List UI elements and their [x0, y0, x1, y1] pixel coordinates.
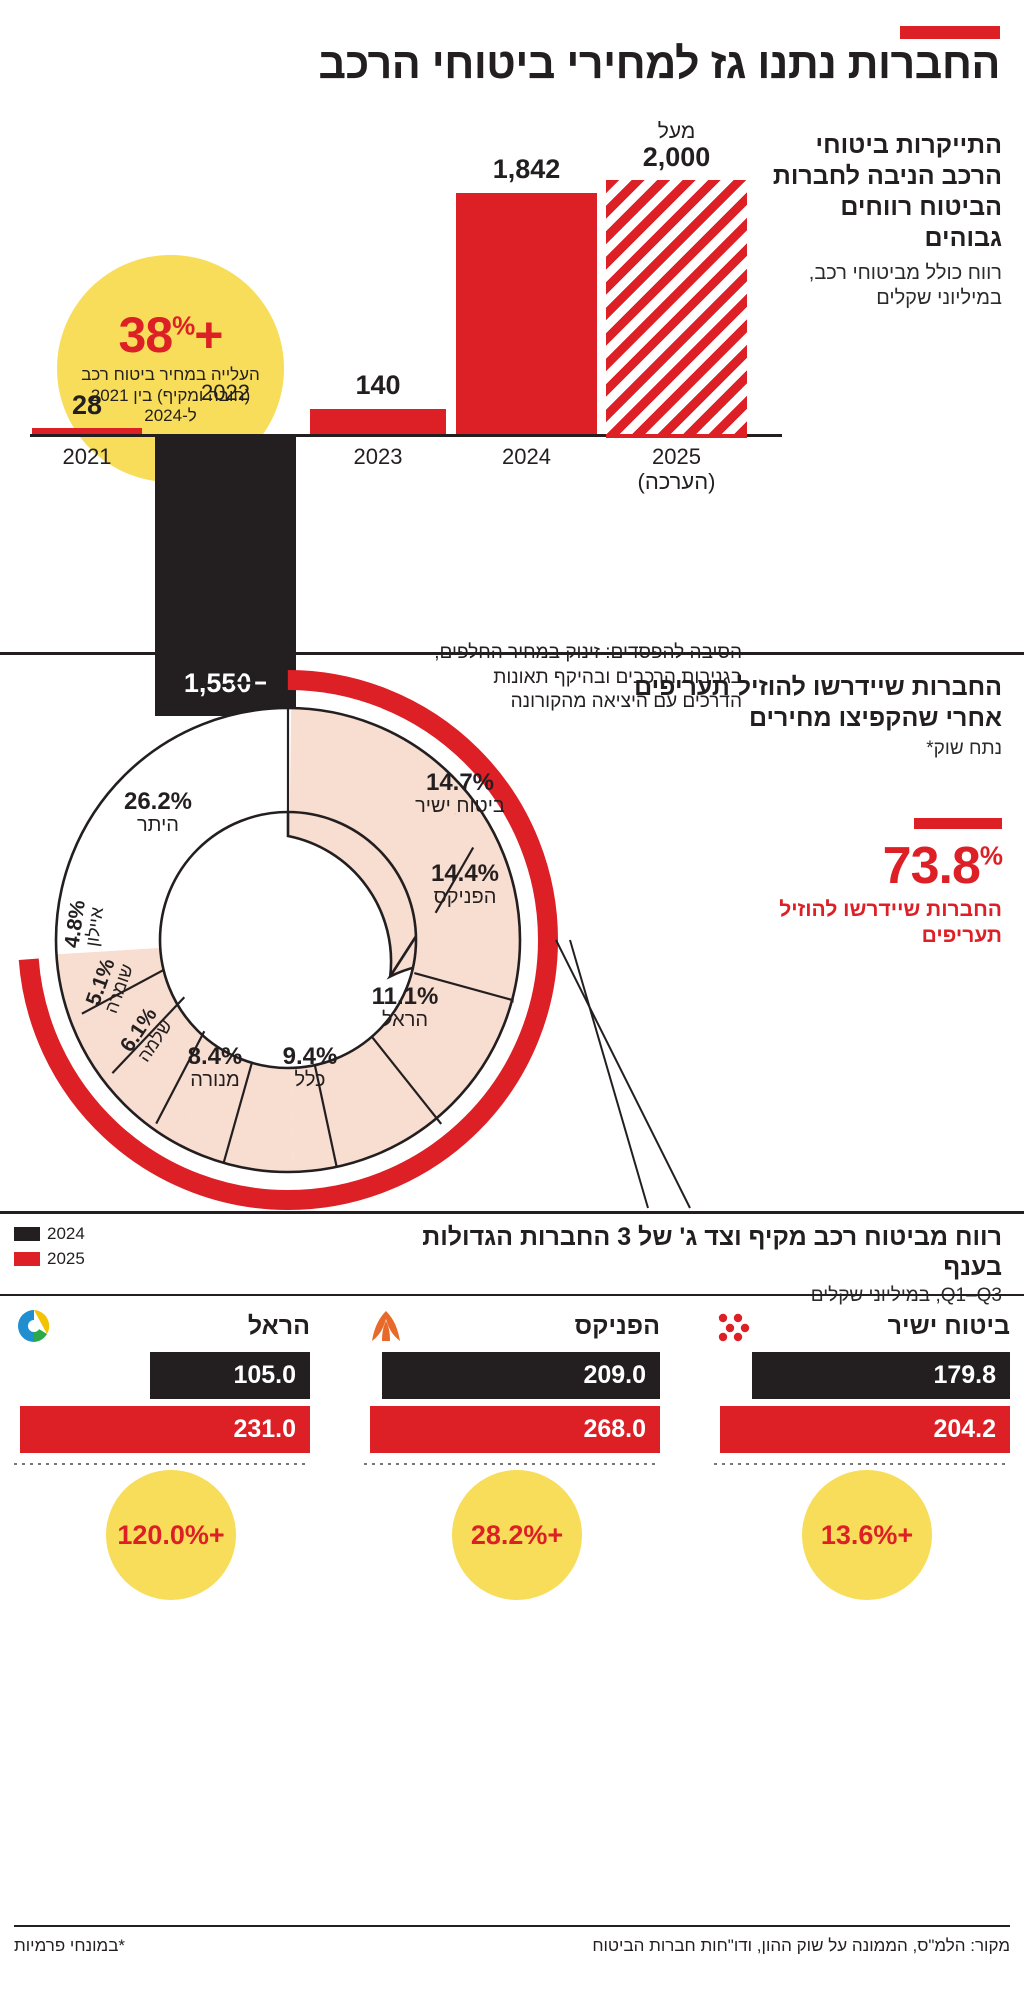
company-bar-2024-phoenix: 209.0 [364, 1352, 660, 1399]
company-name-harel: הראל [247, 1311, 310, 1340]
companies-legend: 2024 2025 [14, 1224, 174, 1274]
bar-tick-2023: 2023 [353, 444, 403, 469]
market-share-heading: החברות שיידרשו להוזיל תעריפים אחרי שהקפי… [634, 673, 1002, 732]
page-title: החברות נתנו גז למחירי ביטוחי הרכב [318, 40, 1000, 88]
bar-2024 [456, 193, 597, 434]
market-share-header: החברות שיידרשו להוזיל תעריפים אחרי שהקפי… [632, 672, 1002, 760]
bar-tick-2025: 2025 (הערכה) [596, 444, 757, 495]
company-bar-2025-phoenix: 268.0 [364, 1406, 660, 1453]
kpi-value: 73.8% [882, 837, 1003, 895]
legend-item-2025: 2025 [14, 1249, 174, 1269]
legend-item-2024: 2024 [14, 1224, 174, 1244]
market-share-donut-chart [18, 670, 558, 1210]
company-value-2025-phoenix: 268.0 [583, 1415, 646, 1443]
company-change-phoenix: +28.2% [470, 1519, 564, 1550]
bar-tick-2024: 2024 [502, 444, 551, 469]
donut-label-phoenix: 14.4% הפניקס [430, 860, 500, 909]
market-share-subheading: נתח שוק* [926, 738, 1002, 759]
donut-label-bituach-yashir: 14.7% ביטוח ישיר [415, 769, 505, 818]
donut-dividers [81, 708, 513, 1168]
profit-chart-header: התייקרות ביטוחי הרכב הניבה לחברות הביטוח… [762, 130, 1002, 311]
bar-2023 [310, 409, 446, 434]
donut-label-other: 26.2% היתר [123, 788, 193, 837]
company-head-bituach-yashir: ביטוח ישיר [714, 1300, 1010, 1352]
company-value-2025-harel: 231.0 [233, 1415, 296, 1443]
price-increase-caption: העלייה במחיר ביטוח רכב (חובה ומקיף) בין … [81, 364, 260, 426]
bar-value-2023: 140 [355, 370, 401, 400]
bar-value-2021: 28 [71, 390, 103, 420]
company-bar-2024-fill [382, 1352, 660, 1399]
bar-estimate-prefix-2025: מעל [657, 120, 696, 143]
bar-2022 [155, 436, 296, 716]
company-head-harel: הראל [14, 1300, 310, 1352]
company-bar-2025-fill [370, 1406, 660, 1453]
company-card-bituach-yashir: ביטוח ישיר 179.8 204.2 [714, 1300, 1010, 1465]
company-name-phoenix: הפניקס [574, 1311, 660, 1340]
kpi-pointer-lines [555, 939, 691, 1209]
bar-2021 [32, 428, 142, 434]
bar-tick-2025-note: (הערכה) [637, 469, 716, 495]
harel-circle-logo-icon [18, 1310, 50, 1342]
kpi-accent-rule [914, 818, 1002, 829]
phoenix-bird-logo-icon [372, 1311, 400, 1341]
company-dotted-divider [14, 1463, 310, 1465]
bar-tick-2025-year: 2025 [652, 444, 701, 469]
company-value-2024-harel: 105.0 [233, 1361, 296, 1389]
donut-label-harel: 11.1% הראל [371, 983, 439, 1032]
annotation-brace-icon [231, 645, 256, 721]
company-value-2024-phoenix: 209.0 [583, 1361, 646, 1389]
section-divider-4 [0, 1294, 1024, 1296]
company-card-harel: הראל 105.0 231.0 [14, 1300, 310, 1465]
profit-chart-subheading: רווח כולל מביטוחי רכב, במיליוני שקלים [808, 262, 1002, 309]
companies-heading: רווח מביטוח רכב מקיף וצד ג' של 3 החברות … [422, 1223, 1002, 1281]
company-dotted-divider [364, 1463, 660, 1465]
kpi-label: החברות שיידרשו להוזיל תעריפים [779, 898, 1002, 947]
bar-value-2025: 2,000 [642, 142, 711, 172]
bar-tick-2022: 2022 [201, 380, 250, 405]
profit-chart-section: התייקרות ביטוחי הרכב הניבה לחברות הביטוח… [0, 118, 1024, 788]
company-bar-2025-fill [720, 1406, 1010, 1453]
section-divider-3 [0, 1211, 1024, 1214]
price-increase-value: +38% [118, 306, 224, 363]
header-accent-rule [900, 26, 1000, 39]
bar-value-2024: 1,842 [492, 154, 561, 184]
company-head-phoenix: הפניקס [364, 1300, 660, 1352]
dots-logo-icon [718, 1313, 750, 1342]
company-change-bituach-yashir: +13.6% [820, 1519, 914, 1550]
company-bar-2024-harel: 105.0 [14, 1352, 310, 1399]
legend-swatch-2025 [14, 1252, 40, 1266]
company-change-harel: +120.0% [117, 1519, 225, 1550]
donut-label-menora: 8.4% מנורה [187, 1043, 243, 1092]
company-bar-2025-harel: 231.0 [14, 1406, 310, 1453]
legend-label-2025: 2025 [47, 1249, 85, 1268]
companies-header: רווח מביטוח רכב מקיף וצד ג' של 3 החברות … [382, 1222, 1002, 1307]
market-share-kpi: 73.8% החברות שיידרשו להוזיל תעריפים [702, 818, 1003, 948]
company-change-bubble-harel: +120.0% [106, 1470, 236, 1600]
company-name-bituach-yashir: ביטוח ישיר [887, 1311, 1010, 1340]
company-value-2024-bituach-yashir: 179.8 [933, 1361, 996, 1389]
legend-swatch-2024 [14, 1227, 40, 1241]
bar-2025-estimate [606, 180, 747, 438]
zero-axis-line [30, 434, 782, 437]
source-note: מקור: הלמ"ס, הממונה על שוק ההון, ודו"חות… [592, 1936, 1010, 1955]
donut-label-clal: 9.4% כלל [282, 1043, 338, 1092]
company-bar-2024-fill [150, 1352, 310, 1399]
profit-chart-heading: התייקרות ביטוחי הרכב הניבה לחברות הביטוח… [772, 131, 1002, 252]
bar-tick-2021: 2021 [62, 444, 112, 469]
company-dotted-divider [714, 1463, 1010, 1465]
footer-divider [14, 1925, 1010, 1927]
company-change-bubble-phoenix: +28.2% [452, 1470, 582, 1600]
company-bar-2024-fill [752, 1352, 1010, 1399]
legend-label-2024: 2024 [47, 1224, 85, 1243]
company-bar-2024-bituach-yashir: 179.8 [714, 1352, 1010, 1399]
company-bar-2025-bituach-yashir: 204.2 [714, 1406, 1010, 1453]
section-divider-2 [0, 652, 1024, 655]
donut-highlight-arc [18, 670, 558, 1210]
company-card-phoenix: הפניקס 209.0 268.0 [364, 1300, 660, 1465]
company-value-2025-bituach-yashir: 204.2 [933, 1415, 996, 1443]
footnote: *במונחי פרמיות [14, 1936, 126, 1955]
company-bar-2025-fill [20, 1406, 310, 1453]
company-change-bubble-bituach-yashir: +13.6% [802, 1470, 932, 1600]
